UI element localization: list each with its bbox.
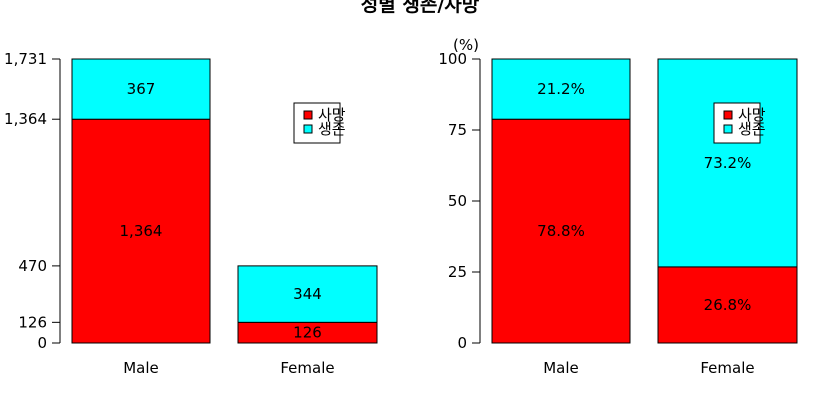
data-label: 78.8%: [537, 222, 585, 240]
x-tick-label: Female: [280, 359, 334, 377]
y-tick-label: 1,364: [4, 110, 47, 128]
y-tick-label: 470: [18, 257, 47, 275]
y-tick-label: 0: [457, 334, 467, 352]
legend-label-사망: 사망: [738, 106, 766, 124]
y-tick-label: 126: [18, 313, 47, 331]
bar-생존-Female: [237, 265, 378, 323]
panel-percent: 78.8% 21.2% Male 26.8% 73.2% Female 0 25 50 75 100…: [438, 36, 798, 377]
panel-counts: 1,364 367 Male 126 344 Female 0 126 470 1,364 1,73…: [4, 50, 378, 377]
data-label: 26.8%: [704, 296, 752, 314]
bar-생존-Male: [71, 58, 211, 120]
bar-사망-Female: [657, 266, 798, 344]
legend-label-사망: 사망: [318, 106, 346, 124]
legend-label-생존: 생존: [318, 120, 346, 138]
bar-생존-Male: [491, 58, 631, 120]
chart-title: 성별 생존/사망: [360, 0, 480, 16]
data-label: 1,364: [120, 222, 163, 240]
data-label: 126: [293, 324, 322, 342]
y-tick-label: 100: [438, 50, 467, 68]
legend-swatch-사망: [723, 110, 733, 120]
y-tick-label: 0: [37, 334, 47, 352]
data-label: 21.2%: [537, 80, 585, 98]
legend-label-생존: 생존: [738, 120, 766, 138]
x-tick-label: Female: [700, 359, 754, 377]
y-tick-label: 1,731: [4, 50, 47, 68]
legend-swatch-생존: [303, 124, 313, 134]
y-tick-label: 75: [448, 121, 467, 139]
legend-box: [713, 102, 761, 144]
bar-사망-Male: [71, 118, 211, 344]
y-tick-label: 25: [448, 263, 467, 281]
x-tick-label: Male: [543, 359, 579, 377]
legend-swatch-사망: [303, 110, 313, 120]
bar-사망-Male: [491, 118, 631, 344]
y-axis-label: (%): [453, 36, 479, 54]
legend-box: [293, 102, 341, 144]
x-tick-label: Male: [123, 359, 159, 377]
data-label: 344: [293, 285, 322, 303]
y-tick-label: 50: [448, 192, 467, 210]
bar-생존-Female: [657, 58, 798, 268]
data-label: 367: [127, 80, 156, 98]
data-label: 73.2%: [704, 154, 752, 172]
legend-swatch-생존: [723, 124, 733, 134]
